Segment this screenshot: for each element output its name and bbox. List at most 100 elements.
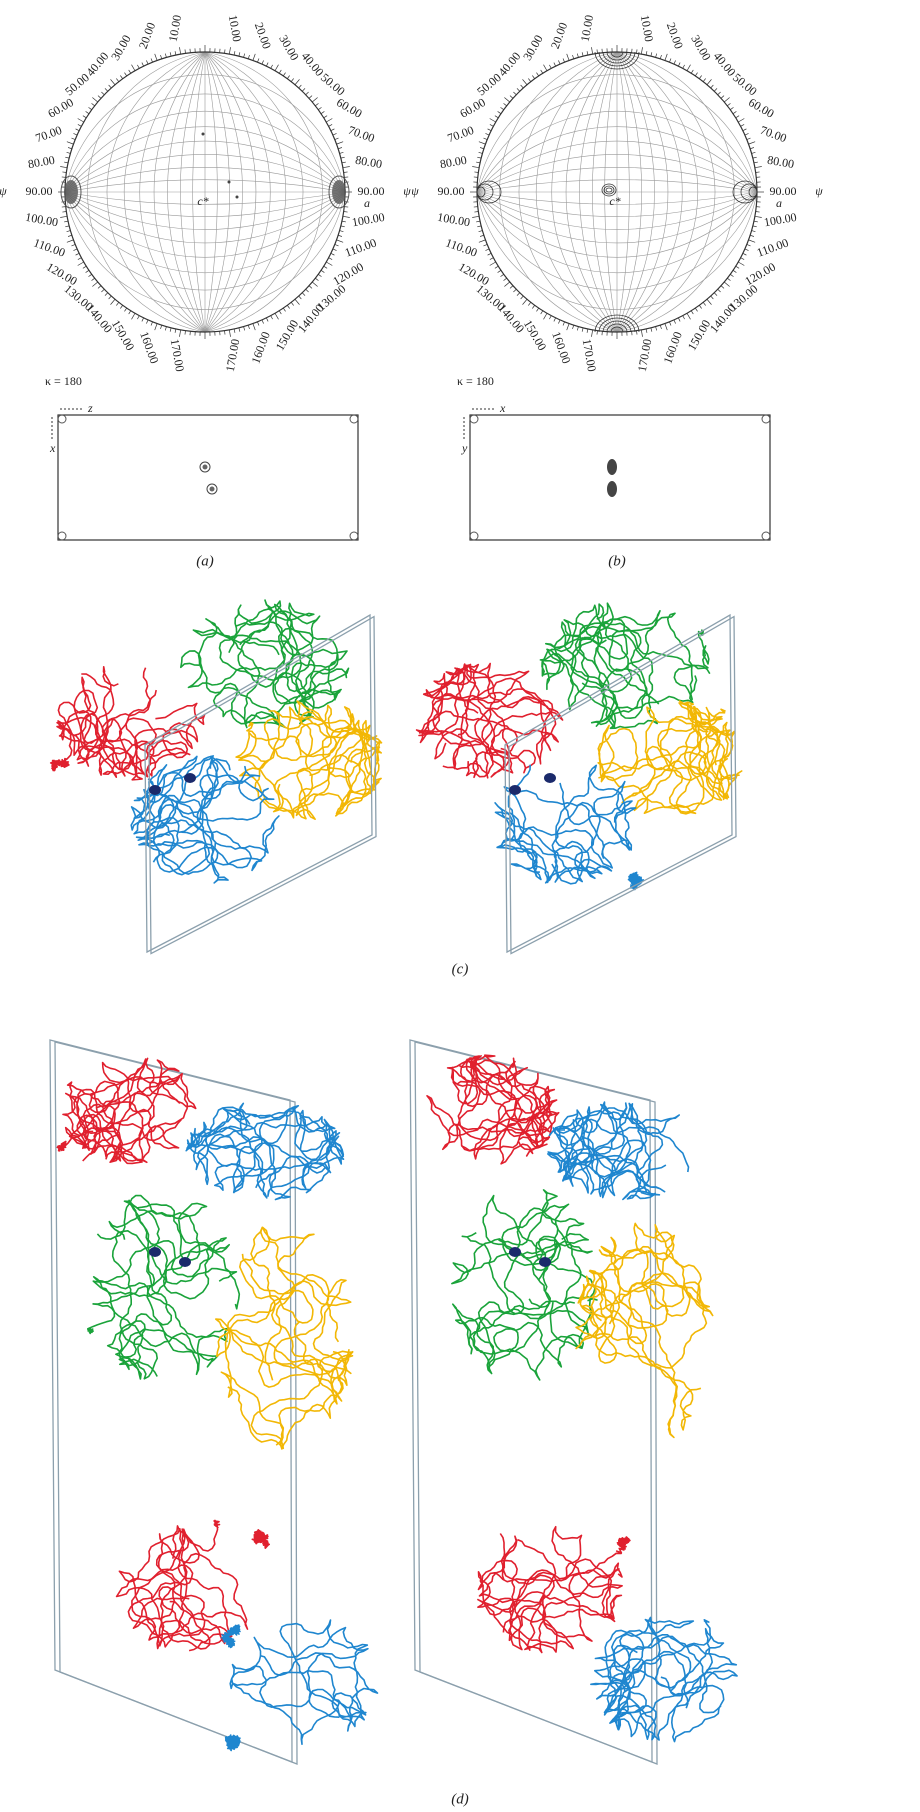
rim-tick	[248, 325, 249, 329]
rim-tick	[738, 262, 744, 266]
rim-tick	[752, 152, 756, 153]
rim-tick	[324, 266, 327, 268]
axis-label: x	[49, 441, 56, 455]
angle-label: 30.00	[276, 32, 302, 62]
axis-label: a	[364, 196, 370, 210]
rim-tick	[517, 88, 520, 91]
rim-tick	[98, 96, 101, 99]
rim-tick	[98, 286, 101, 289]
rim-tick	[495, 116, 498, 118]
rim-tick	[752, 231, 756, 232]
rim-tick	[495, 266, 498, 268]
rim-tick	[549, 65, 551, 69]
rim-tick	[683, 65, 685, 69]
rim-tick	[306, 289, 309, 292]
rim-tick	[331, 129, 335, 131]
rim-tick	[257, 58, 258, 62]
ligand	[149, 785, 161, 795]
psi-label: ψ	[411, 184, 419, 198]
rim-tick	[253, 54, 255, 61]
rim-tick	[68, 148, 72, 149]
rim-tick	[490, 262, 496, 266]
rim-tick	[324, 116, 327, 118]
angle-label: 110.00	[343, 235, 378, 259]
rim-tick	[287, 305, 289, 308]
caption: (a)	[196, 553, 214, 569]
rim-tick	[76, 129, 80, 131]
rim-tick	[111, 299, 115, 304]
rim-tick	[745, 249, 749, 251]
rim-tick	[340, 152, 344, 153]
rim-tick	[641, 47, 642, 54]
rim-tick	[567, 54, 569, 61]
rim-tick	[116, 302, 118, 305]
rim-tick	[295, 79, 299, 84]
rim-tick	[479, 142, 486, 144]
rim-tick	[78, 262, 84, 266]
rim-tick	[64, 221, 68, 222]
rim-tick	[714, 293, 717, 296]
peak	[607, 481, 617, 497]
rim-tick	[501, 274, 504, 276]
rim-tick	[302, 88, 305, 91]
rim-tick	[86, 111, 89, 113]
rim-tick	[344, 172, 348, 173]
rim-tick	[563, 58, 564, 62]
corner-peak	[350, 532, 358, 540]
rim-tick	[326, 262, 332, 266]
rim-tick	[472, 166, 479, 167]
rim-tick	[563, 322, 564, 326]
rim-tick	[62, 211, 66, 212]
angle-label: 50.00	[318, 70, 348, 98]
rim-tick	[488, 129, 492, 131]
angle-label: 80.00	[766, 153, 795, 171]
rim-tick	[541, 70, 543, 73]
rim-tick	[170, 328, 171, 332]
corner-peak	[762, 532, 770, 540]
rim-tick	[170, 52, 171, 56]
rim-tick	[476, 221, 480, 222]
rim-tick	[558, 320, 560, 324]
kappa-label: κ = 180	[45, 374, 82, 388]
rim-tick	[651, 328, 652, 332]
ligand	[179, 1257, 191, 1267]
rim-tick	[146, 60, 148, 64]
rim-tick	[707, 299, 711, 304]
rim-tick	[151, 58, 152, 62]
rim-tick	[498, 111, 501, 113]
caption: (b)	[608, 553, 626, 569]
rim-tick	[229, 47, 230, 54]
peak	[228, 181, 231, 184]
angle-label: 150.00	[273, 317, 302, 353]
section-box	[470, 415, 770, 540]
molecule-chain	[478, 1527, 622, 1653]
angle-label: 80.00	[439, 153, 468, 171]
rim-tick	[262, 60, 264, 64]
rim-tick	[89, 107, 92, 109]
rim-tick	[554, 318, 556, 322]
rim-tick	[750, 235, 754, 236]
angle-label: 90.00	[26, 184, 53, 198]
rim-tick	[101, 289, 104, 292]
rim-tick	[528, 302, 530, 305]
rim-tick	[582, 52, 583, 56]
rim-tick	[318, 107, 321, 109]
angle-label: 170.00	[580, 338, 600, 373]
rim-tick	[65, 157, 69, 158]
rim-tick	[101, 92, 104, 95]
rim-tick	[342, 221, 346, 222]
rim-tick	[76, 253, 80, 255]
angle-label: 110.00	[444, 235, 479, 259]
rim-tick	[541, 311, 543, 314]
rim-tick	[116, 79, 118, 82]
rim-tick	[299, 85, 302, 88]
rim-tick	[224, 49, 225, 53]
peak	[332, 180, 346, 204]
rim-tick	[306, 92, 309, 95]
rim-tick	[244, 54, 245, 58]
pole-label: c*	[197, 194, 208, 208]
rim-tick	[753, 226, 757, 227]
rim-tick	[504, 278, 507, 280]
rim-tick	[741, 124, 745, 126]
peak	[203, 465, 208, 470]
